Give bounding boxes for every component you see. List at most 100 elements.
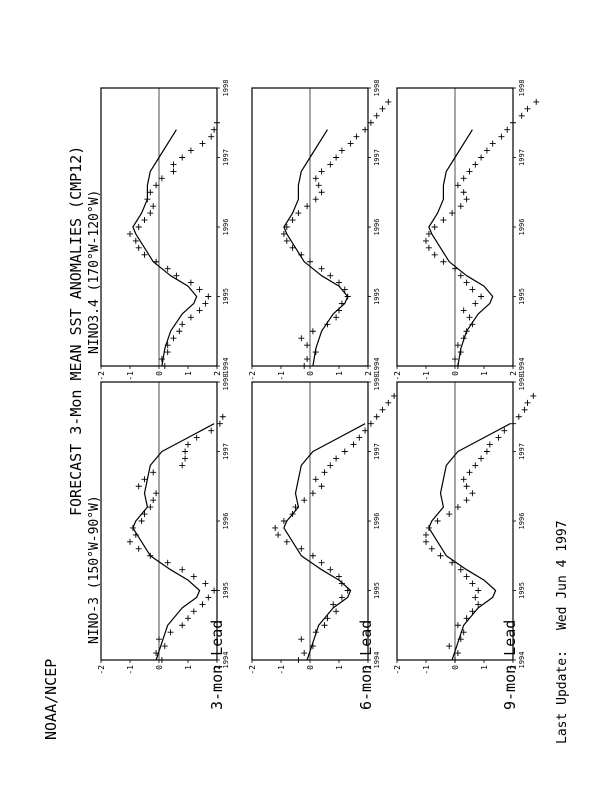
forecast-point (199, 140, 206, 147)
x-tick-label: 1998 (518, 374, 526, 391)
forecast-point (362, 427, 369, 434)
forecast-point (318, 483, 325, 490)
forecast-point (147, 189, 154, 196)
observed-series-line (132, 423, 215, 661)
forecast-point (199, 601, 206, 608)
forecast-point (164, 265, 171, 272)
forecast-point (187, 147, 194, 154)
forecast-point (460, 629, 467, 636)
forecast-point (307, 258, 313, 265)
forecast-point (460, 307, 467, 314)
forecast-point (147, 504, 154, 511)
x-tick-label: 1995 (518, 582, 526, 599)
forecast-point (156, 636, 162, 643)
x-tick-label: 1995 (222, 582, 230, 599)
forecast-point (324, 321, 331, 328)
y-tick-label: -1 (422, 665, 431, 675)
forecast-point (214, 119, 220, 126)
lead-label-9mon: 9-mon Lead (501, 620, 519, 710)
forecast-point (440, 258, 447, 265)
forecast-point (283, 224, 290, 230)
forecast-point (333, 314, 340, 321)
y-tick-label: 2 (364, 665, 373, 670)
x-tick-label: 1996 (222, 219, 230, 236)
forecast-point (515, 413, 522, 420)
forecast-point (298, 335, 305, 342)
forecast-point (153, 182, 160, 189)
forecast-point (510, 119, 516, 126)
forecast-point (460, 476, 467, 483)
forecast-point (179, 622, 186, 629)
forecast-point (179, 321, 186, 328)
forecast-point (391, 392, 398, 399)
y-tick-label: 0 (155, 665, 164, 670)
forecast-point (295, 657, 302, 663)
forecast-point (510, 420, 516, 427)
forecast-point (504, 126, 511, 133)
forecast-point (466, 469, 473, 476)
forecast-point (301, 497, 308, 504)
forecast-point (301, 650, 308, 657)
forecast-point (158, 175, 165, 182)
forecast-point (336, 307, 342, 314)
forecast-point (463, 497, 470, 504)
region-title-nino3: NINO-3 (150°W-90°W) (87, 495, 102, 644)
observed-series-line (428, 423, 511, 661)
forecast-point (460, 335, 467, 342)
x-tick-label: 1994 (373, 358, 381, 375)
last-update-label: Last Update: (555, 650, 570, 744)
y-tick-label: 0 (155, 371, 164, 376)
y-tick-label: -2 (393, 665, 402, 675)
x-tick-label: 1994 (518, 358, 526, 375)
y-tick-label: 2 (213, 371, 222, 376)
x-tick-label: 1994 (373, 652, 381, 669)
forecast-point (176, 328, 183, 335)
forecast-point (428, 545, 435, 552)
forecast-point (144, 196, 151, 203)
forecast-point (344, 587, 351, 594)
forecast-point (431, 224, 438, 230)
forecast-point (350, 441, 357, 448)
forecast-point (385, 399, 392, 406)
forecast-point (132, 237, 139, 244)
forecast-point (327, 272, 334, 279)
forecast-point (280, 518, 287, 524)
forecast-point (275, 531, 282, 538)
forecast-point (489, 140, 496, 147)
x-tick-label: 1997 (222, 443, 230, 460)
forecast-point (179, 154, 186, 161)
forecast-point (454, 363, 461, 369)
forecast-point (463, 328, 470, 335)
forecast-point (423, 531, 429, 538)
forecast-point (208, 133, 215, 140)
forecast-point (454, 182, 461, 189)
forecast-point (524, 399, 531, 406)
forecast-point (330, 601, 337, 608)
forecast-point (460, 175, 467, 182)
forecast-point (454, 504, 461, 511)
forecast-point (463, 483, 470, 490)
forecast-point (135, 483, 142, 490)
forecast-point (193, 434, 200, 441)
y-tick-label: 2 (509, 665, 518, 670)
forecast-point (153, 650, 160, 657)
forecast-point (466, 168, 473, 175)
forecast-point (336, 573, 342, 580)
forecast-point (338, 580, 345, 587)
x-tick-label: 1996 (518, 219, 526, 236)
y-tick-label: 2 (509, 371, 518, 376)
forecast-point (312, 175, 319, 182)
forecast-point (338, 594, 345, 601)
forecast-point (187, 314, 194, 321)
forecast-point (469, 490, 476, 497)
forecast-point (173, 272, 180, 279)
y-tick-label: -1 (277, 665, 286, 675)
x-tick-label: 1994 (222, 652, 230, 669)
forecast-point (457, 349, 464, 356)
forecast-point (127, 230, 133, 237)
page-title: FORECAST 3-Mon MEAN SST ANOMALIES (CMP12… (67, 146, 85, 516)
forecast-point (164, 349, 171, 356)
forecast-point (353, 133, 360, 140)
forecast-point (367, 420, 374, 427)
forecast-point (367, 119, 374, 126)
